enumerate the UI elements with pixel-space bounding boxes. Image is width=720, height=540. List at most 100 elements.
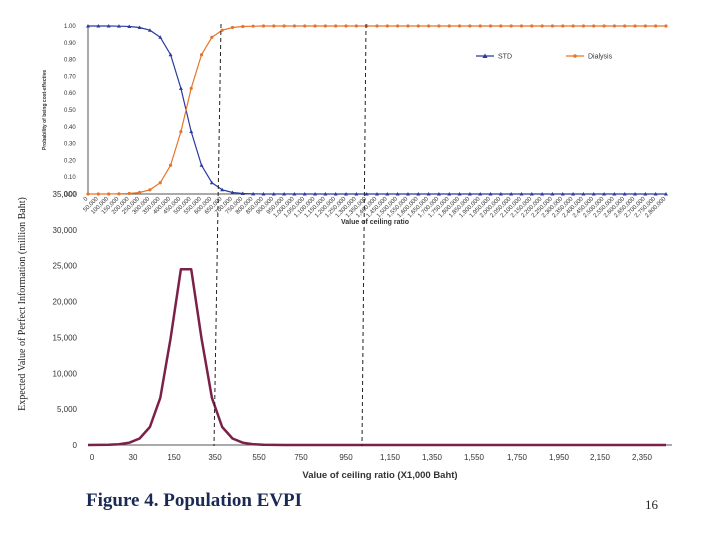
dashed-guide-left [213,23,222,447]
data-point-dialysis [592,24,596,28]
data-point-std [168,52,173,57]
data-point-std [364,192,369,196]
evpi-y-tick-label: 25,000 [53,262,78,271]
data-point-std [405,192,410,196]
data-point-dialysis [127,191,131,196]
data-point-std [622,192,627,196]
data-point-std [354,192,359,196]
data-point-std [653,192,658,196]
data-point-dialysis [623,24,627,28]
ceac-y-tick-label: 0.80 [64,58,76,64]
data-point-std [571,192,576,196]
data-point-std [519,192,524,196]
evpi-y-tick-label: 10,000 [53,369,78,378]
data-point-dialysis [241,24,245,29]
data-point-dialysis [189,86,193,90]
data-point-std [426,192,431,196]
ceac-chart: 0.00 0.10 0.20 0.30 0.40 0.50 0.60 0.70 0.80 0.90… [42,24,668,226]
data-point-dialysis [251,24,255,28]
data-point-dialysis [561,24,565,28]
data-point-std [251,191,256,196]
evpi-x-tick-label: 1,350 [422,453,443,462]
data-point-dialysis [292,24,297,28]
data-point-std [560,192,565,196]
evpi-x-tick-label: 0 [90,453,95,462]
data-point-dialysis [96,192,100,196]
data-point-std [96,24,101,28]
data-point-std [189,129,194,134]
data-point-dialysis [117,192,121,196]
data-point-std [220,187,225,192]
data-point-dialysis [138,190,142,195]
evpi-x-tick-label: 1,950 [549,453,570,462]
data-point-std [313,192,318,196]
data-point-dialysis [261,24,266,28]
data-point-std [395,192,400,196]
data-point-std [302,192,307,196]
page-number: 16 [645,497,658,512]
evpi-x-tick-label: 30 [129,453,138,462]
data-point-std [209,180,214,185]
data-point-dialysis [602,24,606,28]
data-point-std [591,192,596,196]
data-point-dialysis [612,24,616,28]
evpi-y-tick-label: 20,000 [53,298,78,307]
ceac-x-axis-label: Value of ceiling ratio [341,219,409,226]
ceac-x-tick-label: 0 [83,196,90,203]
evpi-x-tick-label: 550 [252,453,266,462]
data-point-std [447,192,452,196]
data-point-std [550,192,555,196]
data-point-std [158,35,163,39]
data-point-dialysis [530,24,534,28]
data-point-dialysis [499,24,503,28]
data-point-dialysis [396,24,400,28]
data-point-dialysis [550,24,555,28]
data-point-std [344,192,349,196]
data-point-std [178,86,183,90]
data-point-std [230,190,235,194]
data-point-std [147,28,152,32]
data-point-std [643,192,648,196]
ceac-y-tick-label: 0.40 [64,125,76,131]
data-point-std [137,25,142,30]
ceac-y-tick-label: 0.00 [64,192,76,198]
evpi-x-tick-label: 2,150 [590,453,611,462]
data-point-std [581,192,586,196]
legend-std-marker [482,53,488,58]
data-point-dialysis [199,53,204,57]
data-point-dialysis [519,24,524,28]
data-point-dialysis [571,24,575,28]
data-point-dialysis [427,24,431,28]
ceac-y-tick-label: 0.50 [64,108,76,114]
data-point-std [199,163,204,167]
data-point-std [509,192,514,196]
ceac-y-axis-label: Probability of being cost-effective [42,70,48,151]
evpi-x-tick-label: 150 [167,453,181,462]
data-point-dialysis [323,24,327,28]
ceac-y-tick-label: 0.30 [64,142,76,148]
data-point-dialysis [447,24,451,28]
data-point-dialysis [664,24,668,28]
ceac-y-tick-label: 0.10 [64,175,76,181]
evpi-x-tick-label: 1,150 [380,453,401,462]
data-point-std [127,24,132,29]
evpi-y-tick-label: 0 [73,441,78,450]
series-line-dialysis [88,25,666,195]
evpi-x-axis-label: Value of ceiling ratio (X1,000 Baht) [302,470,457,481]
data-point-std [240,191,245,195]
data-point-dialysis [168,163,173,167]
data-point-std [478,192,483,196]
legend-dialysis-marker [573,54,577,58]
data-point-dialysis [581,24,586,28]
data-point-dialysis [282,24,286,28]
data-point-std [498,192,503,196]
data-point-dialysis [86,192,90,196]
data-point-dialysis [303,24,307,28]
ceac-y-tick-label: 0.90 [64,41,76,47]
evpi-y-tick-label: 15,000 [53,333,78,342]
data-point-std [282,192,287,196]
data-point-dialysis [375,24,379,28]
data-point-std [271,192,276,196]
data-point-dialysis [416,24,420,28]
